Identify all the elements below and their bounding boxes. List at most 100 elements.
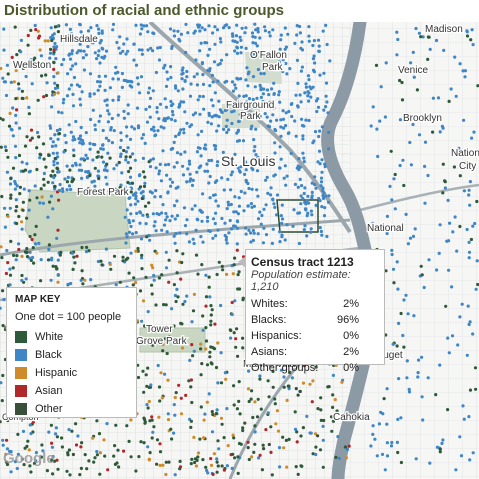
- population-dot: [170, 180, 175, 184]
- population-dot: [192, 435, 196, 439]
- population-dot: [263, 29, 267, 33]
- population-dot: [314, 186, 318, 190]
- population-dot: [24, 74, 28, 79]
- population-dot: [52, 60, 56, 64]
- population-dot: [14, 121, 18, 125]
- population-dot: [176, 89, 180, 93]
- population-dot: [41, 201, 46, 205]
- population-dot: [0, 399, 4, 403]
- population-dot: [166, 116, 170, 120]
- population-dot: [84, 189, 88, 193]
- population-dot: [71, 267, 75, 271]
- population-dot: [210, 73, 214, 77]
- population-dot: [392, 177, 396, 181]
- population-dot: [467, 322, 471, 327]
- population-dot: [438, 447, 442, 451]
- population-dot: [242, 209, 246, 213]
- population-dot: [233, 195, 237, 199]
- population-dot: [19, 50, 23, 54]
- population-dot: [48, 56, 52, 60]
- population-dot: [26, 439, 30, 443]
- population-dot: [306, 74, 311, 78]
- population-dot: [184, 50, 188, 55]
- population-dot: [258, 210, 262, 214]
- population-dot: [234, 210, 238, 214]
- population-dot: [276, 429, 281, 433]
- google-logo[interactable]: Google: [3, 450, 55, 467]
- population-dot: [194, 228, 198, 232]
- population-dot: [283, 47, 287, 51]
- population-dot: [236, 354, 240, 358]
- population-dot: [470, 136, 474, 140]
- population-dot: [28, 169, 32, 173]
- population-dot: [56, 30, 61, 34]
- population-dot: [48, 124, 52, 128]
- population-dot: [319, 396, 323, 400]
- population-dot: [1, 118, 5, 122]
- place-label-halo: Park: [240, 111, 262, 122]
- population-dot: [247, 70, 251, 74]
- population-dot: [256, 232, 260, 236]
- population-dot: [93, 143, 97, 147]
- popup-population-estimate: Population estimate: 1,210: [251, 269, 351, 293]
- population-dot: [261, 159, 265, 163]
- population-dot: [277, 93, 281, 97]
- population-dot: [93, 184, 97, 188]
- population-dot: [4, 93, 9, 98]
- population-dot: [285, 223, 289, 227]
- population-dot: [121, 49, 125, 53]
- population-dot: [321, 196, 326, 200]
- population-dot: [36, 98, 40, 102]
- population-dot: [124, 52, 128, 56]
- population-dot: [187, 379, 191, 383]
- population-dot: [171, 146, 175, 151]
- population-dot: [288, 67, 292, 71]
- population-dot: [290, 114, 294, 119]
- population-dot: [288, 370, 292, 374]
- population-dot: [101, 160, 106, 164]
- population-dot: [465, 353, 469, 357]
- population-dot: [112, 129, 116, 133]
- population-dot: [272, 174, 276, 178]
- population-dot: [55, 128, 60, 133]
- population-dot: [74, 119, 78, 124]
- population-dot: [141, 156, 145, 160]
- population-dot: [223, 221, 227, 225]
- population-dot: [50, 105, 54, 109]
- population-dot: [316, 160, 320, 164]
- population-dot: [143, 181, 147, 185]
- population-dot: [426, 376, 430, 380]
- population-dot: [52, 92, 57, 96]
- population-dot: [74, 163, 78, 167]
- population-dot: [96, 88, 100, 92]
- population-dot: [273, 141, 277, 145]
- place-label-halo: National: [451, 148, 479, 159]
- population-dot: [396, 417, 400, 421]
- population-dot: [275, 118, 279, 122]
- population-dot: [143, 421, 147, 425]
- population-dot: [301, 151, 305, 155]
- population-dot: [62, 150, 66, 154]
- population-dot: [241, 428, 245, 433]
- census-tract-popup[interactable]: Census tract 1213 Population estimate: 1…: [238, 249, 385, 374]
- population-dot: [7, 124, 12, 128]
- population-dot: [49, 174, 53, 178]
- population-dot: [178, 459, 182, 463]
- population-dot: [136, 246, 140, 251]
- population-dot: [39, 153, 43, 157]
- population-dot: [211, 472, 215, 476]
- population-dot: [243, 191, 247, 195]
- population-dot: [431, 96, 435, 100]
- population-dot: [401, 333, 405, 338]
- population-dot: [270, 241, 274, 245]
- population-dot: [56, 467, 60, 471]
- population-dot: [28, 234, 32, 239]
- population-dot: [226, 200, 230, 204]
- population-dot: [129, 212, 133, 216]
- population-dot: [146, 445, 150, 449]
- population-dot: [270, 64, 274, 68]
- population-dot: [12, 80, 16, 84]
- population-dot: [22, 187, 26, 191]
- population-dot: [158, 162, 162, 166]
- population-dot: [229, 188, 233, 192]
